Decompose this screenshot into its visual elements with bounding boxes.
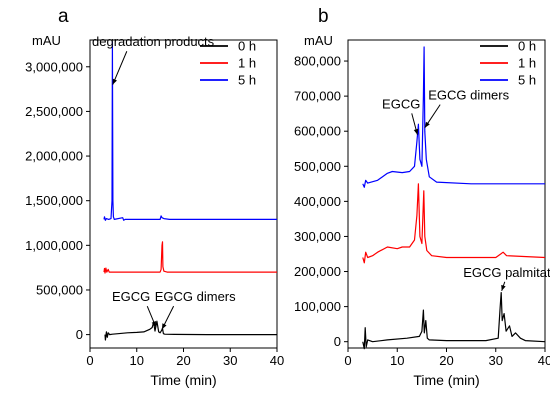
chart-a-y-tick-label: 2,000,000 — [25, 149, 83, 164]
chart-a-series-0h — [104, 320, 277, 341]
chart-a-y-tick-label: 2,500,000 — [25, 104, 83, 119]
chart-a-x-tick-label: 0 — [86, 353, 93, 368]
chart-b-y-tick-label: 700,000 — [294, 89, 341, 104]
chart-b-annotation: EGCG dimers — [428, 88, 509, 103]
chart-a-x-tick-label: 40 — [270, 353, 284, 368]
chart-b-annotation-arrowhead — [413, 128, 419, 135]
chart-b-series-0h — [362, 292, 546, 350]
chart-a-annotation-arrowhead — [151, 321, 156, 328]
chart-b-x-tick-label: 20 — [439, 353, 453, 368]
chart-a-legend-label: 1 h — [238, 56, 256, 71]
chart-b-x-tick-label: 10 — [390, 353, 404, 368]
chart-a-annotation-arrow — [112, 51, 128, 85]
chart-a-x-tick-label: 30 — [223, 353, 237, 368]
chart-b-legend-label: 1 h — [518, 56, 536, 71]
chart-a-y-tick-label: 1,000,000 — [25, 238, 83, 253]
chart-b-annotation: EGCG palmitate — [463, 265, 550, 280]
chart-b-y-tick-label: 600,000 — [294, 124, 341, 139]
chart-a-x-axis-title: Time (min) — [150, 372, 216, 388]
chart-b-y-tick-label: 100,000 — [294, 299, 341, 314]
chart-a-x-tick-label: 20 — [176, 353, 190, 368]
chart-b-y-tick-label: 200,000 — [294, 264, 341, 279]
chart-b-frame — [347, 39, 546, 349]
chart-panel-a: mAU 0 10 20 30 40 0 500,000 1,000,000 1,500,000 2,… — [25, 33, 284, 388]
chart-b-y-tick-label: 500,000 — [294, 159, 341, 174]
chart-a-y-unit: mAU — [32, 33, 61, 48]
panel-a-letter: a — [58, 6, 69, 27]
chart-a-y-tick-label: 500,000 — [36, 282, 83, 297]
chart-a-legend-label: 5 h — [238, 73, 256, 88]
chart-panel-b: mAU 0 10 20 30 40 0 100,000 200,000 300,000 400,00… — [294, 33, 550, 388]
chart-b-legend-label: 5 h — [518, 73, 536, 88]
chart-a-legend-label: 0 h — [238, 39, 256, 54]
chart-b-x-tick-label: 30 — [489, 353, 503, 368]
chart-a-annotation-arrowhead — [161, 323, 167, 330]
chart-b-x-tick-label: 40 — [538, 353, 550, 368]
chart-b-annotation-arrowhead — [424, 121, 430, 128]
chart-b-y-tick-label: 800,000 — [294, 54, 341, 69]
chart-b-y-tick-label: 300,000 — [294, 229, 341, 244]
chart-a-y-tick-label: 3,000,000 — [25, 59, 83, 74]
chart-a-y-tick-label: 0 — [76, 327, 83, 342]
chart-a-annotation: EGCG dimers — [155, 289, 236, 304]
chart-a-y-tick-label: 1,500,000 — [25, 193, 83, 208]
chart-a-annotation: EGCG — [112, 289, 150, 304]
panel-b-letter: b — [318, 6, 329, 27]
chart-b-y-tick-label: 0 — [334, 334, 341, 349]
chart-b-series-1h — [362, 183, 546, 264]
chart-a-annotation-arrowhead — [112, 78, 117, 85]
chart-a-series-1h — [103, 241, 277, 274]
chart-b-annotation: EGCG — [382, 96, 420, 111]
chart-b-legend-label: 0 h — [518, 39, 536, 54]
chart-a-series-5h — [103, 41, 277, 221]
chart-a-annotation: degradation products — [92, 34, 215, 49]
chart-b-annotation-arrowhead — [501, 284, 506, 291]
chart-a-x-tick-label: 10 — [130, 353, 144, 368]
chart-b-y-tick-label: 400,000 — [294, 194, 341, 209]
chart-b-y-unit: mAU — [304, 33, 333, 48]
chart-b-x-axis-title: Time (min) — [413, 372, 479, 388]
chart-b-x-tick-label: 0 — [344, 353, 351, 368]
